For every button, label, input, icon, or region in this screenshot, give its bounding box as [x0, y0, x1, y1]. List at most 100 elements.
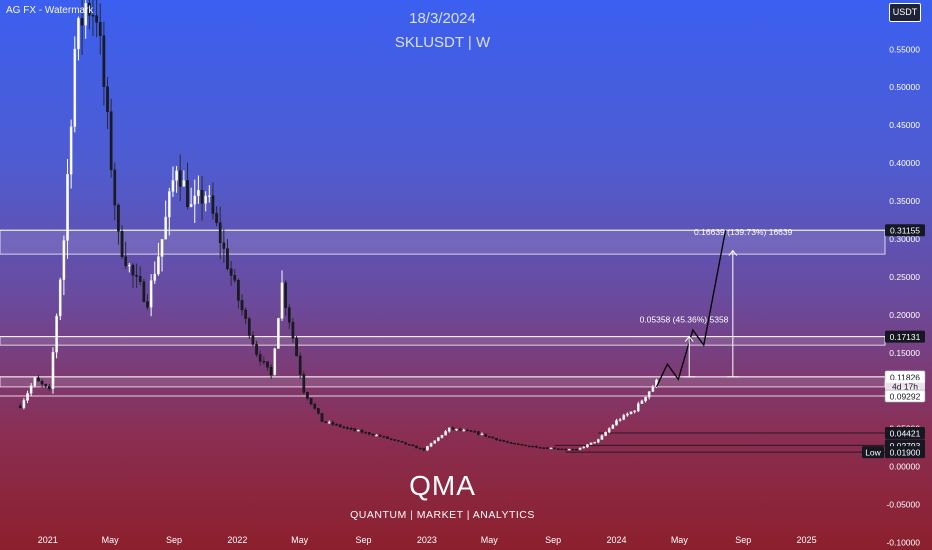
candle-body: [233, 275, 237, 281]
candle-body: [640, 400, 644, 404]
candle-body: [517, 443, 520, 446]
candle-body: [258, 354, 262, 362]
x-tick-label: 2025: [797, 535, 817, 545]
x-tick-label: May: [291, 535, 309, 545]
x-tick-label: Sep: [735, 535, 751, 545]
y-tick-label: 0.40000: [889, 158, 920, 168]
candle-body: [346, 427, 349, 429]
candle-body: [615, 420, 618, 426]
candle-body: [586, 444, 589, 448]
candle-body: [26, 393, 29, 401]
candle-body: [611, 424, 615, 429]
price-label-box: [885, 379, 925, 392]
price-label-box: [885, 446, 925, 459]
candle-body: [636, 403, 640, 412]
candle-body: [342, 426, 346, 429]
candle-body: [131, 264, 135, 276]
candle-body: [269, 366, 273, 376]
low-tag-text: Low: [865, 448, 881, 458]
candle-body: [200, 189, 204, 204]
candle-body: [596, 439, 600, 443]
candle-body: [18, 405, 22, 408]
x-tick-label: 2023: [417, 535, 437, 545]
candle-body: [273, 348, 277, 376]
y-tick-label: -0.10000: [886, 537, 920, 547]
candle-body: [222, 242, 226, 249]
candle-body: [91, 15, 95, 17]
candle-body: [538, 447, 542, 449]
x-tick-label: May: [102, 535, 120, 545]
candle-body: [644, 396, 647, 402]
candle-body: [331, 421, 335, 425]
price-label-text: 0.09292: [890, 392, 921, 402]
candle-body: [578, 447, 582, 450]
candle-body: [98, 22, 102, 36]
candle-body: [524, 444, 527, 447]
candle-body: [553, 447, 557, 450]
candle-body: [164, 216, 168, 240]
candle-body: [117, 204, 120, 232]
price-label-text: 0.17131: [890, 332, 921, 342]
candle-body: [367, 432, 371, 435]
candle-body: [651, 386, 655, 392]
measure-arrow: [728, 249, 738, 256]
candle-body: [302, 374, 306, 393]
candle-body: [215, 213, 218, 223]
candle-body: [440, 434, 444, 438]
candle-body: [400, 441, 404, 443]
candle-body: [146, 301, 149, 308]
currency-button[interactable]: USDT: [889, 3, 921, 22]
candle-body: [480, 433, 484, 436]
candle-body: [84, 2, 88, 26]
candle-body: [178, 170, 182, 187]
candle-body: [357, 429, 360, 432]
candle-body: [66, 174, 69, 241]
candle-body: [88, 2, 91, 16]
candle-body: [109, 111, 113, 171]
candle-body: [567, 448, 571, 451]
candle-body: [397, 440, 400, 442]
candle-body: [44, 383, 48, 387]
candle-body: [277, 318, 280, 349]
candle-body: [495, 437, 498, 441]
candle-body: [618, 419, 622, 421]
candle-body: [633, 410, 636, 413]
candle-body: [167, 191, 171, 218]
candle-body: [426, 446, 429, 451]
candle-body: [189, 204, 193, 207]
candle-body: [527, 445, 531, 448]
y-tick-label: -0.05000: [886, 499, 920, 509]
candle-body: [451, 427, 455, 430]
candle-body: [378, 434, 382, 437]
y-tick-label: 0.35000: [889, 196, 920, 206]
price-label-box: [885, 427, 925, 440]
candle-body: [175, 170, 178, 181]
candle-body: [211, 195, 215, 214]
watermark-symbol: SKLUSDT | W: [394, 34, 491, 51]
candle-body: [142, 281, 146, 302]
candle-body: [477, 431, 480, 435]
measure-arrow: [684, 335, 694, 342]
candle-body: [549, 447, 553, 450]
candle-body: [22, 400, 26, 408]
price-zone: [0, 376, 886, 388]
candle-body: [415, 445, 418, 449]
candle-body: [207, 195, 211, 197]
candle-body: [429, 443, 433, 447]
candle-body: [560, 448, 564, 451]
candle-body: [447, 427, 451, 432]
candle-body: [149, 280, 153, 308]
candle-body: [458, 428, 462, 431]
price-label-box: [885, 330, 925, 343]
measure-label: 0.05358 (45.36%) 5358: [640, 314, 729, 324]
candle-body: [473, 431, 477, 433]
watermark-author: AG FX - Watermark: [6, 5, 94, 16]
candle-body: [102, 35, 106, 87]
y-tick-label: 0.00000: [889, 462, 920, 472]
candle-body: [80, 18, 84, 26]
y-tick-label: 0.20000: [889, 310, 920, 320]
candle-body: [604, 432, 607, 436]
y-tick-label: 0.50000: [889, 82, 920, 92]
candle-body: [484, 433, 487, 437]
